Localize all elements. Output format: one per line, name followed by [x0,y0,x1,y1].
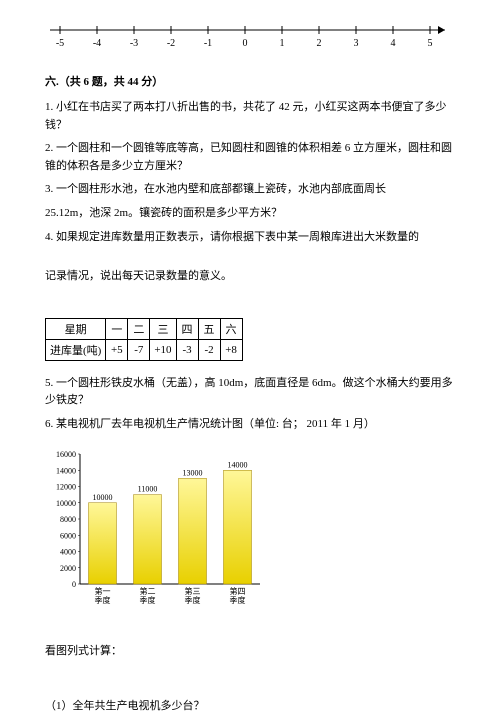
svg-text:第一: 第一 [95,586,111,596]
table-cell: -3 [176,339,198,360]
svg-text:第三: 第三 [185,586,201,596]
svg-text:14000: 14000 [56,466,76,475]
table-row: 星期一二三四五六 [46,318,243,339]
table-cell: +8 [220,339,242,360]
table-cell: 二 [128,318,150,339]
svg-text:5: 5 [428,38,433,49]
svg-text:-2: -2 [167,38,175,49]
table-cell: +5 [106,339,128,360]
table-cell: 三 [150,318,176,339]
svg-text:季度: 季度 [140,595,156,605]
svg-text:13000: 13000 [183,468,203,477]
svg-text:14000: 14000 [228,460,248,469]
question-5: 5. 一个圆柱形铁皮水桶（无盖），高 10dm，底面直径是 6dm。做这个水桶大… [45,375,455,410]
table-cell: 四 [176,318,198,339]
svg-text:-1: -1 [204,38,212,49]
svg-text:季度: 季度 [230,595,246,605]
svg-text:1: 1 [280,38,285,49]
question-3a: 3. 一个圆柱形水池，在水池内壁和底部都镶上瓷砖，水池内部底面周长 [45,181,455,199]
svg-text:12000: 12000 [56,482,76,491]
svg-text:16000: 16000 [56,450,76,459]
svg-text:6000: 6000 [60,531,76,540]
question-4a: 4. 如果规定进库数量用正数表示，请你根据下表中某一周粮库进出大米数量的 [45,229,455,247]
table-cell: 一 [106,318,128,339]
table-cell: 星期 [46,318,106,339]
question-4b: 记录情况，说出每天记录数量的意义。 [45,268,455,286]
svg-text:-5: -5 [56,38,64,49]
svg-text:季度: 季度 [95,595,111,605]
bar-chart: 0 2000 4000 6000 8000 10000 12000 14000 16000 100… [45,444,455,617]
table-cell: -2 [198,339,220,360]
svg-text:2000: 2000 [60,563,76,572]
table-row: 进库量(吨)+5-7+10-3-2+8 [46,339,243,360]
question-1: 1. 小红在书店买了两本打八折出售的书，共花了 42 元，小红买这两本书便宜了多… [45,99,455,134]
question-2: 2. 一个圆柱和一个圆锥等底等高，已知圆柱和圆锥的体积相差 6 立方厘米，圆柱和… [45,140,455,175]
svg-text:0: 0 [243,38,248,49]
svg-text:-4: -4 [93,38,101,49]
svg-text:0: 0 [72,580,76,589]
svg-text:4: 4 [391,38,396,49]
table-cell: 五 [198,318,220,339]
table-cell: -7 [128,339,150,360]
table-cell: 进库量(吨) [46,339,106,360]
question-6: 6. 某电视机厂去年电视机生产情况统计图（单位: 台； 2011 年 1 月） [45,416,455,434]
svg-text:第二: 第二 [140,586,156,596]
chart-instruction: 看图列式计算： [45,643,455,661]
number-line: -5 -4 -3 -2 -1 0 1 2 3 4 5 [45,20,455,53]
svg-text:-3: -3 [130,38,138,49]
inventory-table: 星期一二三四五六 进库量(吨)+5-7+10-3-2+8 [45,318,243,361]
svg-text:季度: 季度 [185,595,201,605]
svg-text:4000: 4000 [60,547,76,556]
svg-text:11000: 11000 [138,484,158,493]
svg-text:2: 2 [317,38,322,49]
svg-text:10000: 10000 [56,498,76,507]
svg-text:10000: 10000 [93,492,113,501]
svg-text:8000: 8000 [60,515,76,524]
table-cell: 六 [220,318,242,339]
bar-chart-svg: 0 2000 4000 6000 8000 10000 12000 14000 16000 100… [45,444,275,614]
svg-text:第四: 第四 [230,586,246,596]
question-3b: 25.12m，池深 2m。镶瓷砖的面积是多少平方米？ [45,205,455,223]
section-title: 六.（共 6 题，共 44 分） [45,73,455,89]
number-line-svg: -5 -4 -3 -2 -1 0 1 2 3 4 5 [45,20,455,50]
table-cell: +10 [150,339,176,360]
svg-text:3: 3 [354,38,359,49]
